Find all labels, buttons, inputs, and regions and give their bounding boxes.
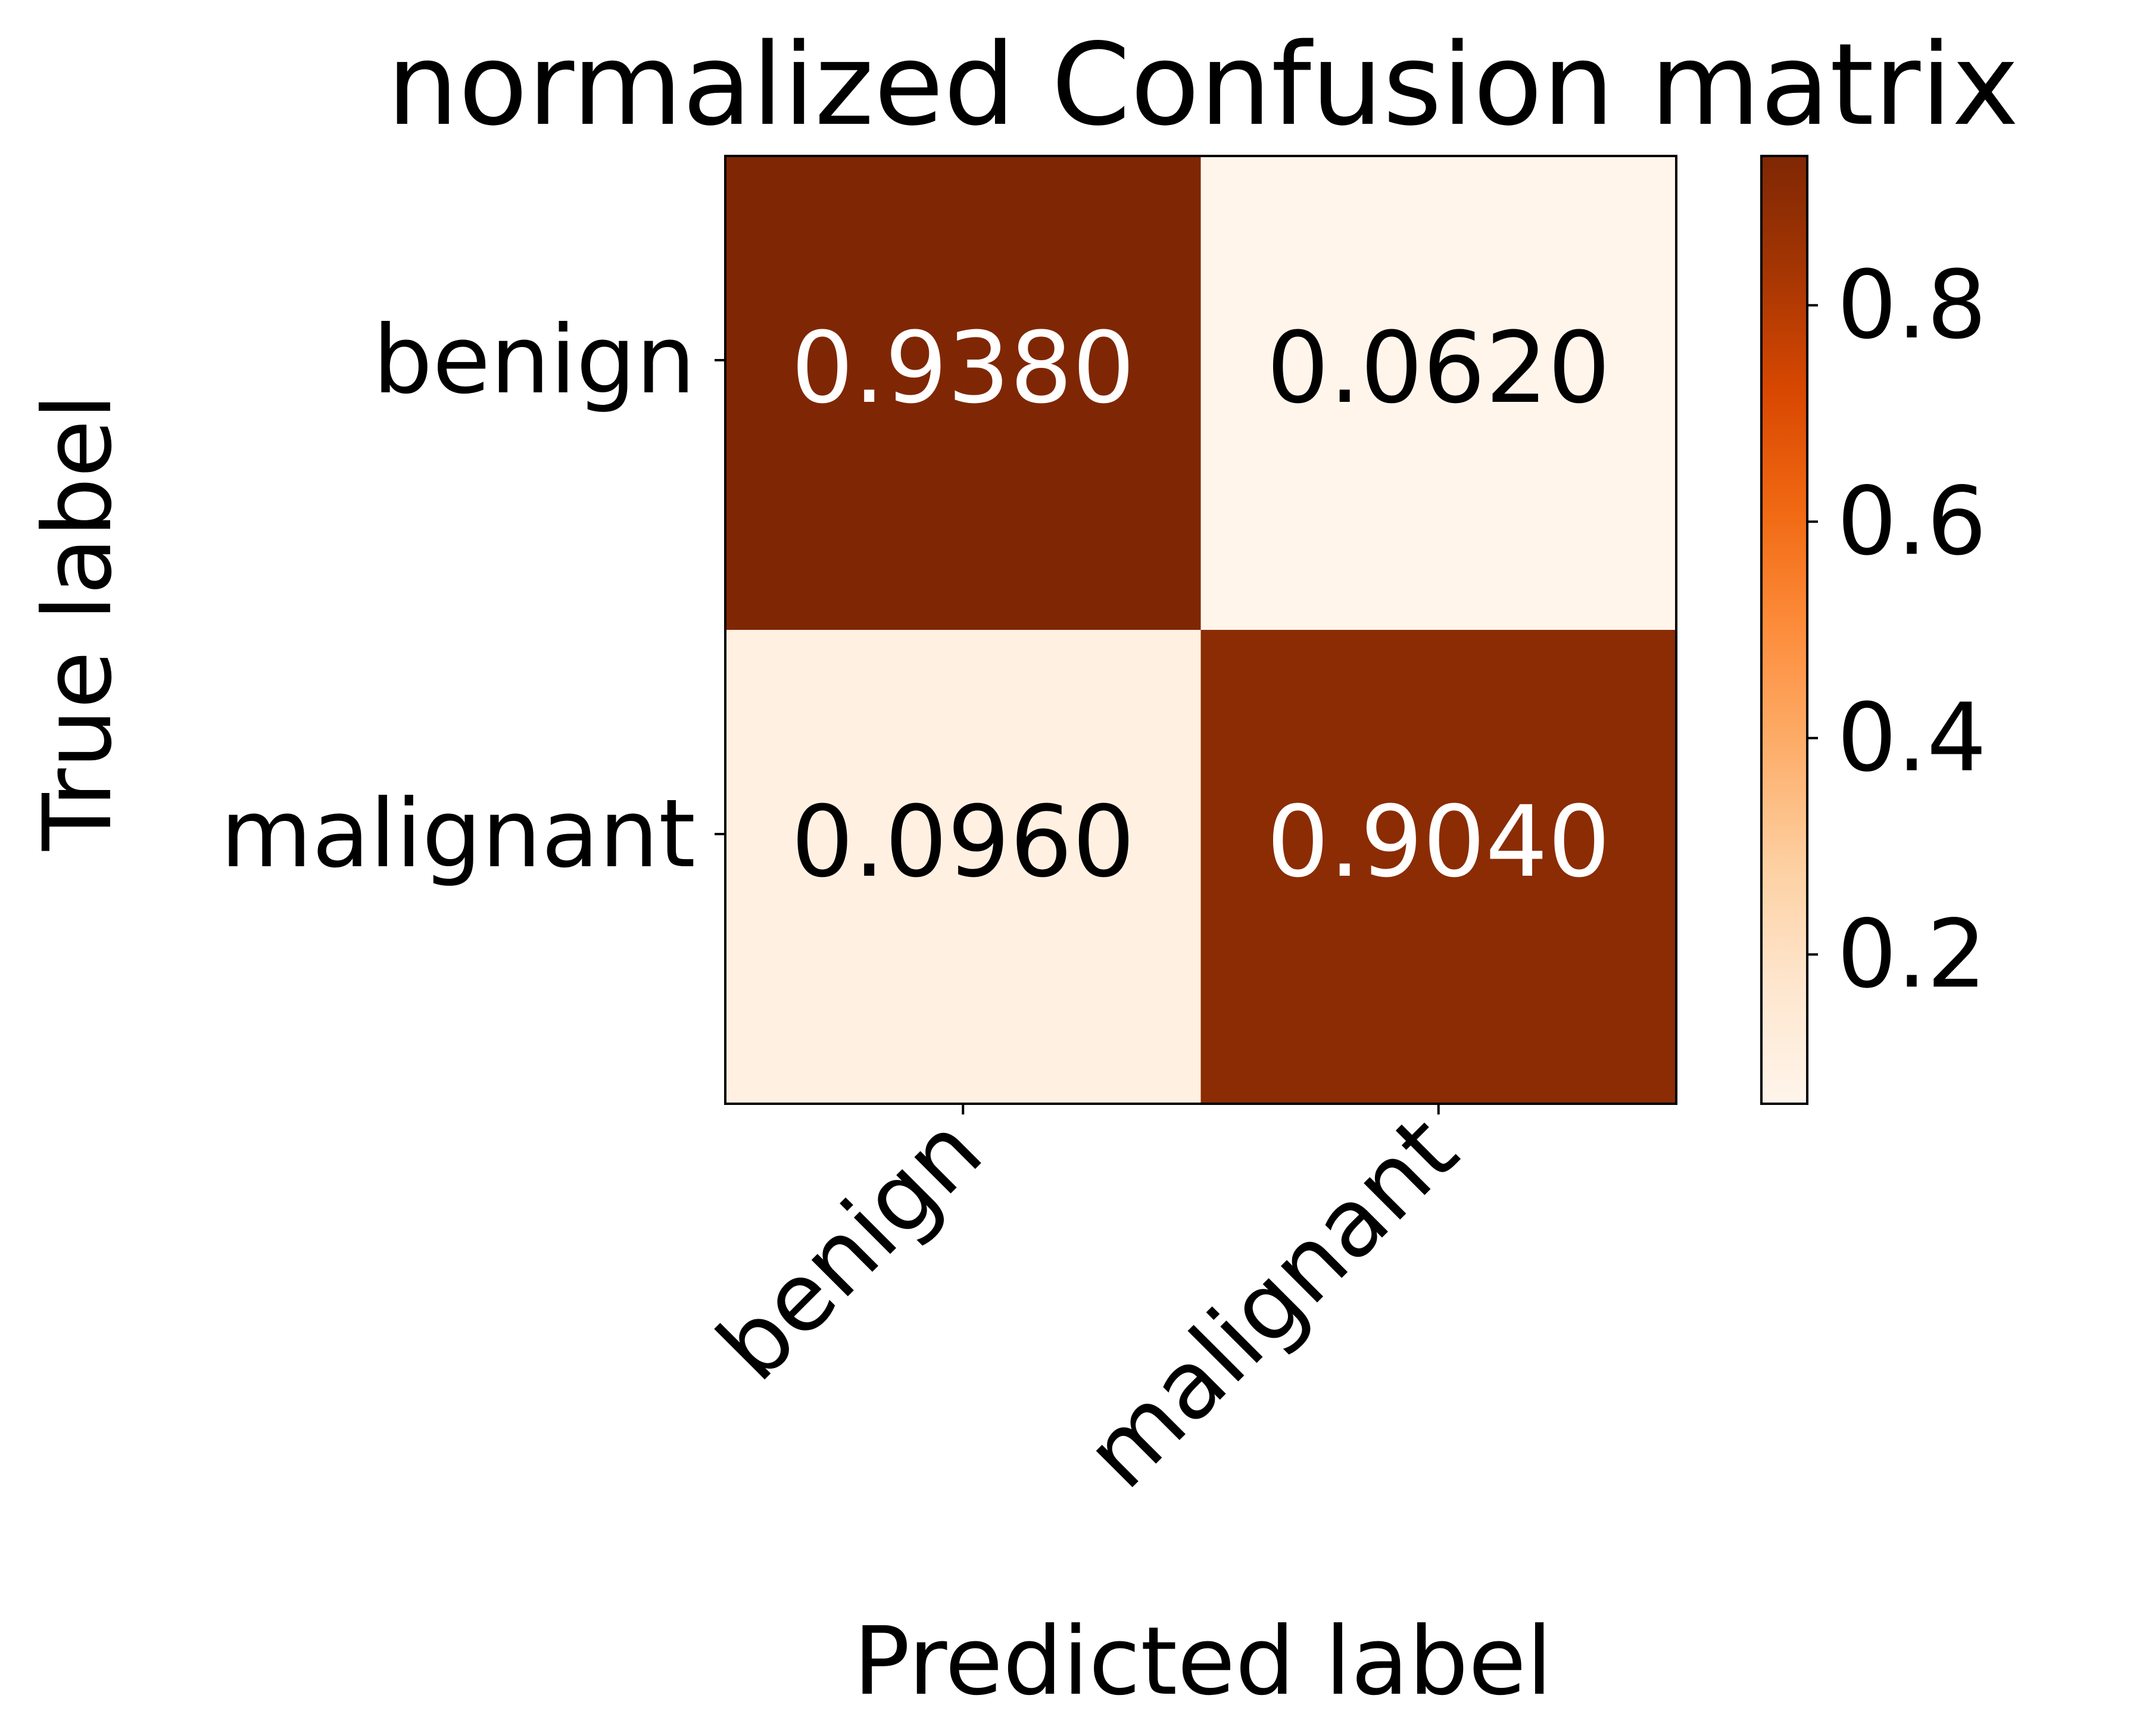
heatmap-cell <box>1200 156 1677 630</box>
heatmap-cell <box>725 156 1201 630</box>
heatmap-cell <box>725 630 1201 1104</box>
cell-value-label: 0.9040 <box>1267 785 1610 899</box>
x-tick-label: malignant <box>1065 1096 1478 1509</box>
heatmap-cells <box>725 156 1677 1104</box>
plot-frame <box>724 155 1677 1105</box>
cell-value-label: 0.0960 <box>791 785 1135 899</box>
colorbar-tick-label: 0.2 <box>1837 900 1986 1009</box>
y-axis-ticks: benign malignant <box>220 305 725 889</box>
heatmap-cell-labels: 0.9380 0.0620 0.0960 0.9040 <box>791 311 1611 899</box>
x-tick-label: benign <box>697 1096 1003 1401</box>
y-tick-label: benign <box>373 305 696 415</box>
heatmap-cell <box>1200 630 1677 1104</box>
colorbar-tick-label: 0.8 <box>1837 251 1986 360</box>
y-tick-label: malignant <box>220 779 696 889</box>
chart-title: normalized Confusion matrix <box>387 19 2019 151</box>
y-axis-label: True label <box>23 394 133 851</box>
colorbar-ticks: 0.2 0.4 0.6 0.8 <box>1807 251 1986 1009</box>
cell-value-label: 0.0620 <box>1267 311 1610 425</box>
colorbar <box>1760 155 1808 1105</box>
x-axis-label: Predicted label <box>853 1607 1552 1716</box>
colorbar-tick-label: 0.4 <box>1837 683 1986 793</box>
cell-value-label: 0.9380 <box>791 311 1135 425</box>
colorbar-tick-label: 0.6 <box>1837 467 1986 576</box>
x-axis-ticks: benign malignant <box>697 1096 1479 1509</box>
